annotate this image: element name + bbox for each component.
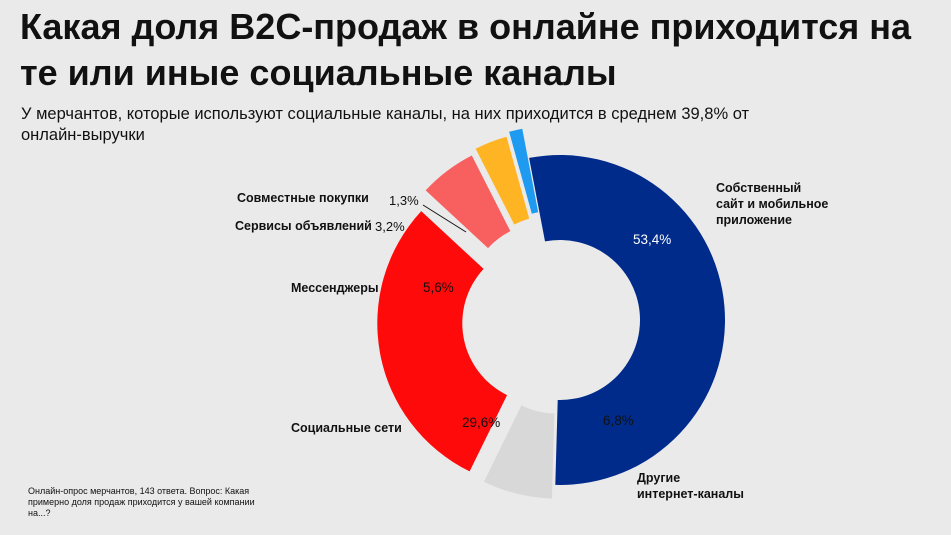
slice-group-buying (509, 128, 539, 214)
label-group-buying: Совместные покупки (237, 191, 369, 205)
label-messengers: Мессенджеры (291, 281, 379, 295)
value-other-channels: 6,8% (603, 413, 634, 428)
value-classifieds: 3,2% (375, 219, 405, 234)
label-other-channels: Другие интернет-каналы (637, 471, 744, 501)
value-group-buying: 1,3% (389, 193, 419, 208)
slice-classifieds (475, 136, 530, 225)
value-social: 29,6% (462, 415, 500, 430)
leader-lines (422, 204, 467, 233)
label-classifieds: Сервисы объявлений (235, 219, 372, 233)
slice-messengers (425, 155, 511, 249)
value-own-site: 53,4% (633, 232, 671, 247)
label-own-site: Собственный сайт и мобильное приложение (716, 181, 832, 227)
footnote: Онлайн-опрос мерчантов, 143 ответа. Вопр… (28, 486, 255, 518)
slice-other-channels (483, 405, 555, 499)
slices-group (377, 128, 726, 499)
slice-own-site (529, 154, 726, 486)
value-messengers: 5,6% (423, 280, 454, 295)
slice-social (377, 211, 508, 472)
chart-title: Какая доля B2C-продаж в онлайне приходит… (20, 6, 912, 93)
chart-subtitle: У мерчантов, которые используют социальн… (21, 105, 750, 144)
leader-line-group-buying (422, 204, 467, 233)
label-social: Социальные сети (291, 421, 402, 435)
